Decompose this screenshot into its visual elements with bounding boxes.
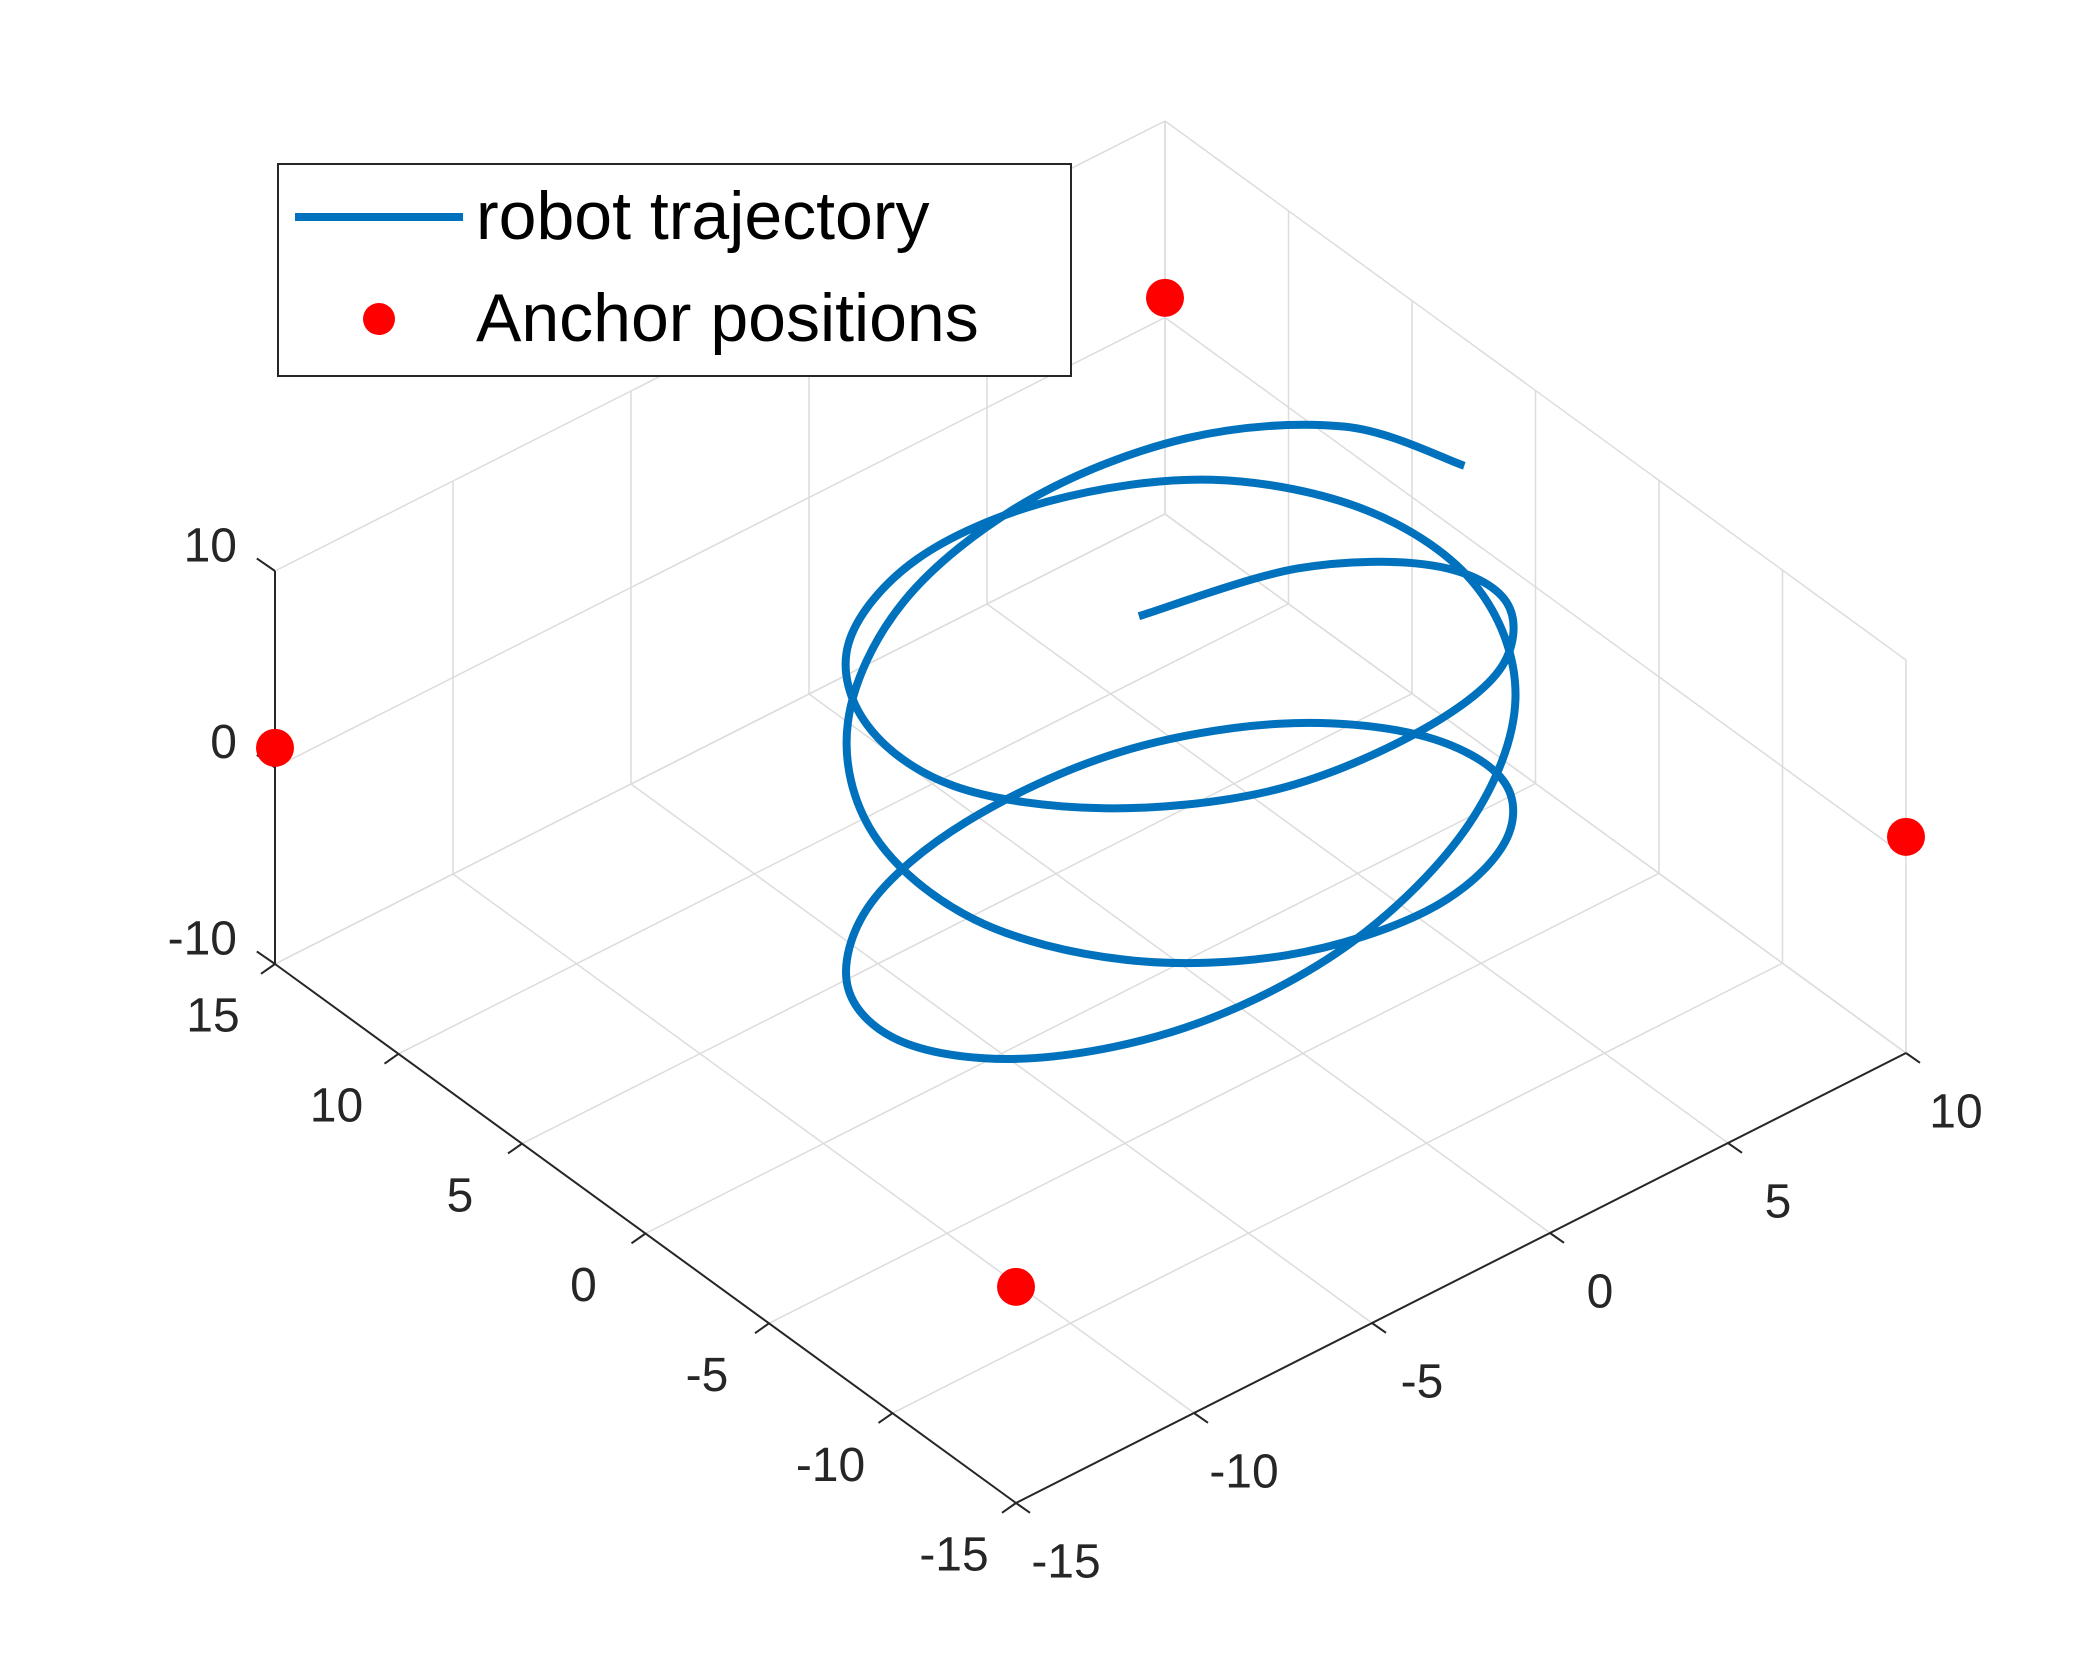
- y-tick: [877, 1412, 894, 1424]
- x-tick: [1193, 1412, 1209, 1424]
- legend-box: [277, 163, 1072, 377]
- grid-line: [768, 872, 1660, 1325]
- x-tick-label: 10: [1929, 1086, 1982, 1139]
- y-tick: [507, 1142, 523, 1155]
- trajectory-line: [841, 420, 1520, 1063]
- y-tick: [1001, 1502, 1017, 1514]
- grid-line: [645, 782, 1536, 1235]
- y-tick: [630, 1232, 647, 1245]
- x-tick-label: 5: [1765, 1176, 1792, 1229]
- anchor-point: [1146, 278, 1184, 317]
- y-tick-label: -10: [796, 1439, 865, 1492]
- z-tick: [256, 557, 276, 572]
- y-tick: [260, 963, 276, 975]
- z-tick: [256, 950, 276, 965]
- x-tick-label: -10: [1209, 1446, 1278, 1499]
- grid-line: [1164, 513, 1907, 1054]
- x-axis: [1015, 1052, 1907, 1504]
- legend-label: Anchor positions: [476, 280, 979, 356]
- grid-line: [1164, 316, 1907, 858]
- y-tick-label: -15: [919, 1529, 988, 1582]
- z-tick-label: 10: [184, 520, 237, 573]
- y-tick-label: 10: [310, 1080, 363, 1133]
- legend: robot trajectory Anchor positions: [277, 163, 1072, 377]
- x-tick-label: -5: [1401, 1356, 1444, 1409]
- y-tick: [754, 1322, 770, 1334]
- anchor-point: [256, 728, 294, 767]
- grid-line: [1164, 120, 1907, 661]
- legend-label: robot trajectory: [476, 178, 930, 254]
- z-tick-label: 0: [210, 716, 237, 769]
- y-tick-label: 15: [186, 990, 239, 1043]
- x-tick-label: -15: [1031, 1536, 1100, 1589]
- x-tick: [1905, 1052, 1921, 1064]
- x-tick: [1549, 1232, 1565, 1244]
- x-tick: [1015, 1502, 1031, 1514]
- anchor-point: [1887, 817, 1925, 856]
- grid-line: [892, 962, 1783, 1414]
- grid-line: [274, 316, 1166, 769]
- grid-line: [398, 603, 1289, 1055]
- x-tick-label: 0: [1587, 1266, 1614, 1319]
- grid-line: [274, 513, 1166, 965]
- anchor-point: [997, 1267, 1035, 1306]
- y-tick-label: -5: [686, 1349, 729, 1402]
- z-tick-label: -10: [168, 913, 237, 966]
- legend-marker: [363, 303, 395, 335]
- x-tick: [1727, 1142, 1743, 1154]
- y-tick-label: 5: [447, 1169, 474, 1222]
- x-tick: [1371, 1322, 1387, 1334]
- y-tick-label: 0: [570, 1259, 597, 1312]
- y-tick: [383, 1053, 400, 1065]
